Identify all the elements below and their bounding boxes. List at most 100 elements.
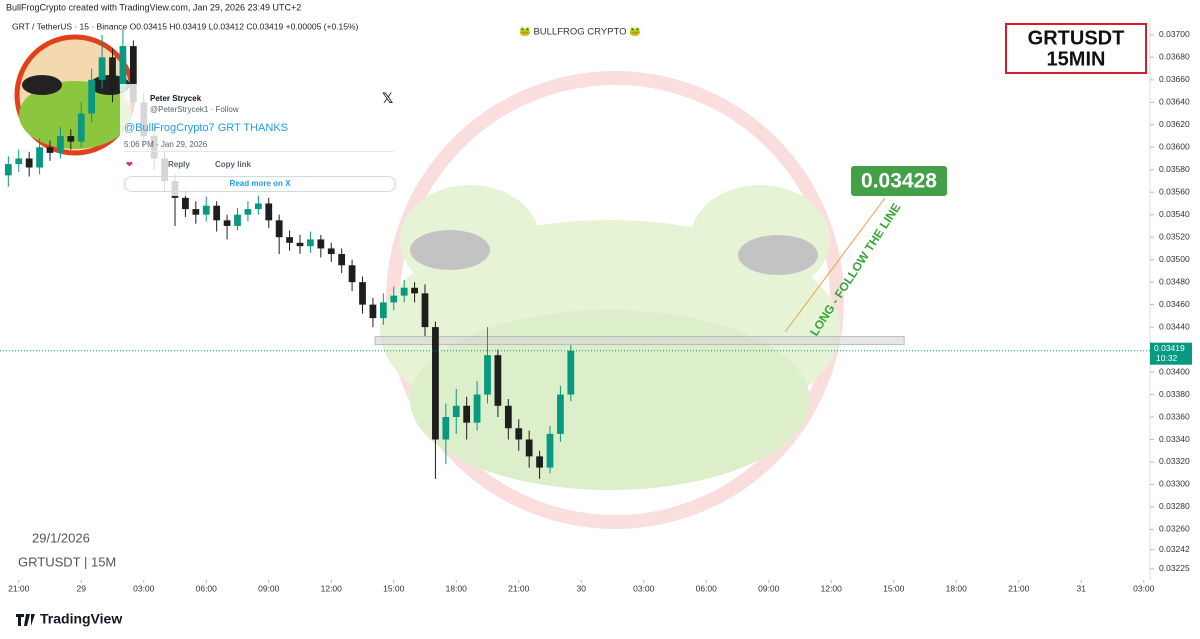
candle-body [359,282,366,305]
price-tag [1150,342,1192,365]
x-tick-label: 15:00 [883,583,905,593]
candle-body [525,439,533,457]
x-tick-label: 18:00 [446,583,468,593]
watermark-eye [400,185,540,295]
candle-body [25,158,33,168]
watermark-text: 🐸 BULLFROG CRYPTO 🐸 [519,26,641,38]
watermark-pupil [738,235,818,275]
candle-body [254,203,262,210]
y-tick-label: 0.03700 [1159,29,1190,39]
candle-body [67,136,75,142]
y-tick-label: 0.03580 [1159,164,1190,174]
candle-body [369,304,377,319]
x-tick-label: 06:00 [196,583,218,593]
y-tick-label: 0.03660 [1159,74,1190,84]
candle-body [296,242,304,247]
candle-body [432,327,439,440]
logo [14,34,136,156]
target-zone [374,336,905,346]
y-tick-label: 0.03600 [1159,142,1190,152]
x-tick-label: 09:00 [258,583,280,593]
candle-body [442,417,450,440]
target-label-text: 0.03428 [861,170,937,193]
candle-body [317,239,325,249]
tweet-time: 5:06 PM · Jan 29, 2026 [124,140,208,149]
x-tick-label: 21:00 [1008,583,1030,593]
footer: TradingView [40,611,122,627]
candle-body [46,147,54,153]
like-icon[interactable]: ❤ [126,160,133,169]
copy-link[interactable]: Copy link [215,160,252,169]
x-tick-label: 29 [77,583,87,593]
reply[interactable]: Reply [168,160,190,169]
price-tag-value: 0.03419 [1154,343,1185,353]
footer-logo [16,614,35,626]
tweet-name: Peter Strycek [150,94,202,103]
candle-body [390,295,398,303]
candle-body [244,209,252,215]
x-tick-label: 31 [1077,583,1087,593]
y-tick-label: 0.03280 [1159,501,1190,511]
x-tick-label: 03:00 [1133,583,1155,593]
target-label: 0.03428 [851,166,947,196]
candle-body [557,394,564,434]
tweet-card: Peter Strycek @PeterStrycek1 · Follow 𝕏 … [120,84,400,196]
candle-body [348,265,356,283]
symbol-line: GRT / TetherUS · 15 · Binance O0.03415 H… [12,21,359,31]
candle-body [286,237,293,243]
y-tick-label: 0.03620 [1159,119,1190,129]
y-tick-label: 0.03360 [1159,411,1190,421]
title-box [1005,23,1147,74]
candle-body [307,239,314,247]
candle-body [379,302,387,319]
x-tick-label: 18:00 [946,583,968,593]
x-tick-label: 12:00 [821,583,843,593]
candle-body [119,46,127,92]
watermark-eye [690,185,830,295]
date-note: 29/1/2026 [32,530,90,545]
candle-body [327,248,335,255]
x-tick-label: 30 [577,583,587,593]
y-tick-label: 0.03225 [1159,563,1190,573]
candle-body [504,405,512,429]
y-tick-label: 0.03260 [1159,524,1190,534]
candle-body [567,350,575,395]
y-tick-label: 0.03640 [1159,97,1190,107]
y-tick-label: 0.03500 [1159,254,1190,264]
x-tick-label: 03:00 [633,583,655,593]
candle-body [494,355,502,406]
x-tick-label: 12:00 [321,583,343,593]
candle-body [98,57,106,80]
tweet-handle[interactable]: @PeterStrycek1 · Follow [150,105,239,114]
candle-body [546,433,554,468]
candle-body [275,220,283,238]
candle-body [109,57,116,92]
candle-body [265,203,273,221]
candle-body [223,220,231,226]
y-tick-label: 0.03560 [1159,186,1190,196]
x-tick-label: 21:00 [508,583,530,593]
annotation-arrow [784,197,886,333]
candle-body [536,456,543,468]
price-tag-countdown: 10:32 [1156,353,1178,363]
x-tick-label: 15:00 [383,583,405,593]
read-more[interactable]: Read more on X [124,176,396,192]
candle-body [213,205,221,221]
logo-eye [22,75,62,95]
target-label-box [851,166,947,196]
watermark-mouth [410,310,810,490]
title: 15MIN [1047,48,1106,70]
y-tick-label: 0.03440 [1159,321,1190,331]
candle-body [484,355,491,395]
x-tick-label: 21:00 [8,583,30,593]
x-logo[interactable]: 𝕏 [382,90,394,106]
y-tick-label: 0.03460 [1159,299,1190,309]
candle-body [182,197,189,210]
candle-body [129,46,137,103]
y-tick-label: 0.03540 [1159,209,1190,219]
x-tick-label: 09:00 [758,583,780,593]
title: GRTUSDT [1028,27,1125,49]
candle-body [234,214,241,226]
